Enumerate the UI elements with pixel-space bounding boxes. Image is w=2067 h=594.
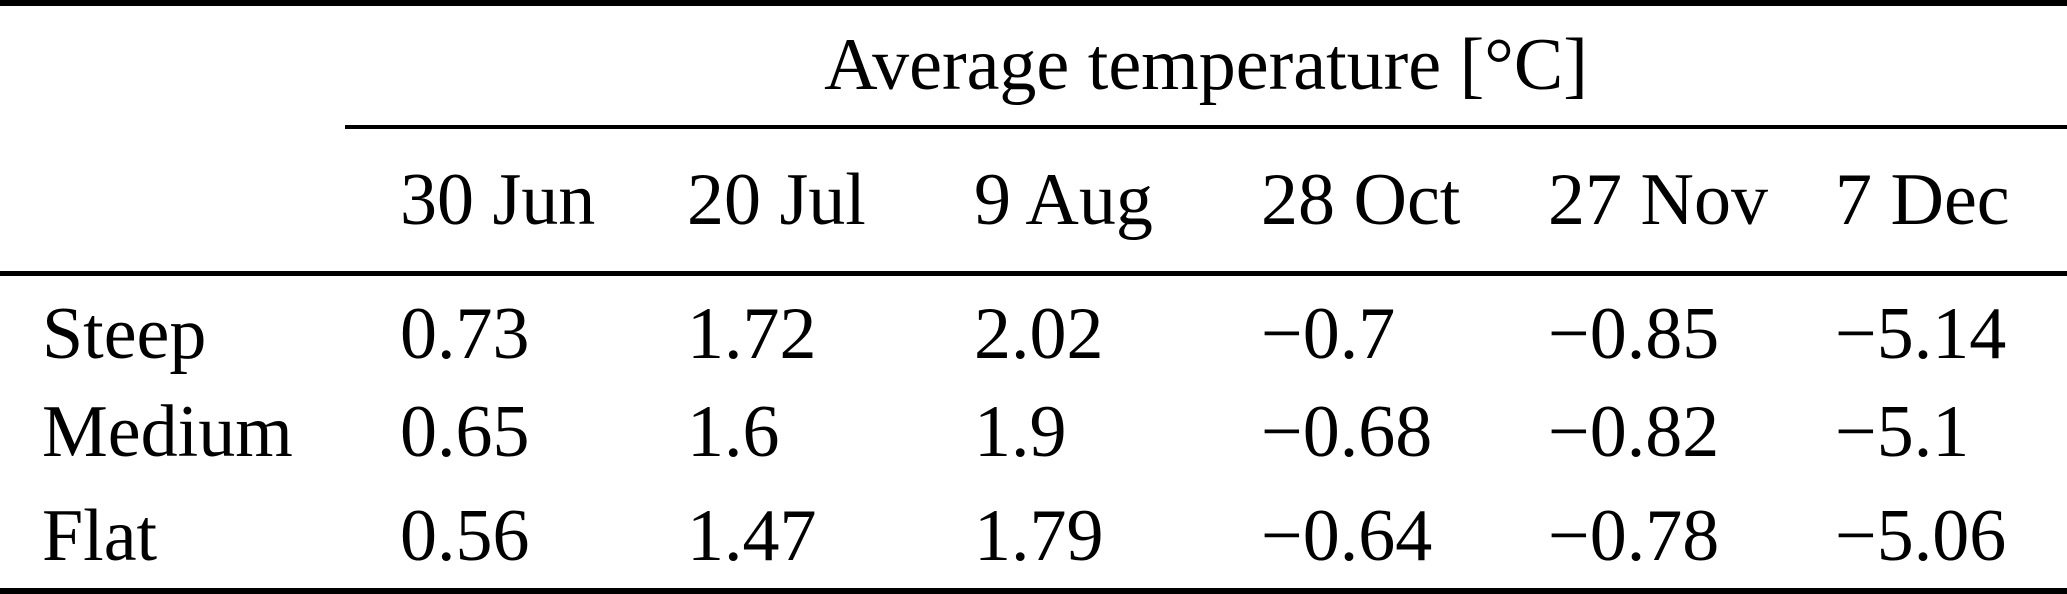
row-label: Medium	[42, 390, 293, 473]
empty-corner-cell	[0, 3, 345, 127]
value-cell: −0.78	[1548, 495, 1720, 578]
table-row: Flat 0.56 1.47 1.79 −0.64 −0.78 −5.06	[0, 485, 2067, 591]
value-cell: −5.1	[1835, 390, 1970, 473]
value-cell: 0.65	[400, 390, 530, 473]
value-cell: −0.82	[1548, 390, 1720, 473]
value-cell: 1.9	[974, 390, 1067, 473]
table-title-row: Average temperature [°C]	[0, 3, 2067, 130]
table-title: Average temperature [°C]	[345, 3, 2067, 130]
value-cell: 0.73	[400, 293, 530, 376]
value-cell: −0.7	[1261, 293, 1396, 376]
table-header-row: 30 Jun 20 Jul 9 Aug 28 Oct 27 Nov 7 Dec	[0, 127, 2067, 276]
value-cell: 1.47	[687, 495, 817, 578]
table-row: Medium 0.65 1.6 1.9 −0.68 −0.82 −5.1	[0, 379, 2067, 485]
row-label: Steep	[42, 293, 207, 376]
value-cell: −5.06	[1835, 495, 2007, 578]
value-cell: 0.56	[400, 495, 530, 578]
value-cell: −0.85	[1548, 293, 1720, 376]
empty-header-cell	[0, 127, 345, 276]
column-header: 7 Dec	[1780, 127, 2067, 276]
row-label: Flat	[42, 495, 158, 578]
value-cell: 1.72	[687, 293, 817, 376]
column-header: 27 Nov	[1493, 127, 1780, 276]
column-header: 28 Oct	[1206, 127, 1493, 276]
column-header: 9 Aug	[919, 127, 1206, 276]
value-cell: 1.6	[687, 390, 780, 473]
value-cell: 2.02	[974, 293, 1104, 376]
value-cell: 1.79	[974, 495, 1104, 578]
table-row: Steep 0.73 1.72 2.02 −0.7 −0.85 −5.14	[0, 273, 2067, 379]
column-header: 30 Jun	[345, 127, 632, 276]
value-cell: −0.68	[1261, 390, 1433, 473]
value-cell: −0.64	[1261, 495, 1433, 578]
column-header: 20 Jul	[632, 127, 919, 276]
value-cell: −5.14	[1835, 293, 2007, 376]
